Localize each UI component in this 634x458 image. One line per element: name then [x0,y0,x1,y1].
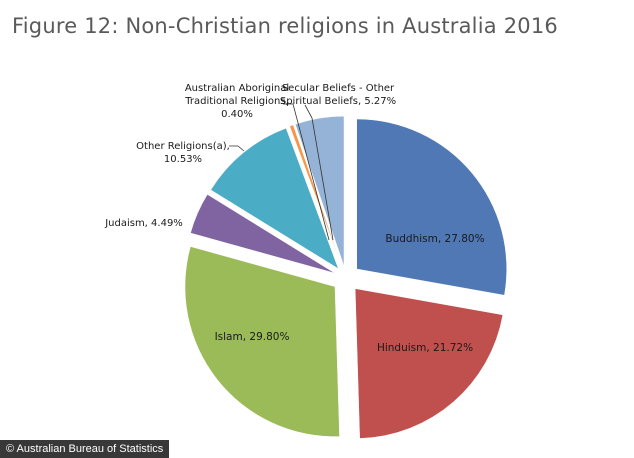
leader-line [304,104,334,241]
data-label: Other Religions(a), 10.53% [136,141,230,165]
pie-slice-buddhism [356,118,507,296]
source-credit: © Australian Bureau of Statistics [0,440,170,458]
leader-line [229,145,245,152]
pie-slice-secular-beliefs-other-spiritual-beliefs [294,115,345,267]
data-label: Secular Beliefs - Other Spiritual Beliefs… [280,83,396,107]
pie-slice-islam [184,246,340,437]
pie-slice-judaism [190,194,336,274]
page-title: Figure 12: Non-Christian religions in Au… [12,14,558,38]
pie-slice-hinduism [354,288,504,439]
data-label: Hinduism, 21.72% [377,342,473,354]
data-label: Australian Aboriginal Traditional Religio… [184,83,289,120]
pie-slice-other-religions-a [210,127,339,270]
leader-line [283,103,330,241]
data-label: Judaism, 4.49% [104,218,183,229]
pie-slice-australian-aboriginal-traditional-religions [289,124,343,267]
data-label: Islam, 29.80% [215,331,290,343]
data-label: Buddhism, 27.80% [385,233,484,245]
